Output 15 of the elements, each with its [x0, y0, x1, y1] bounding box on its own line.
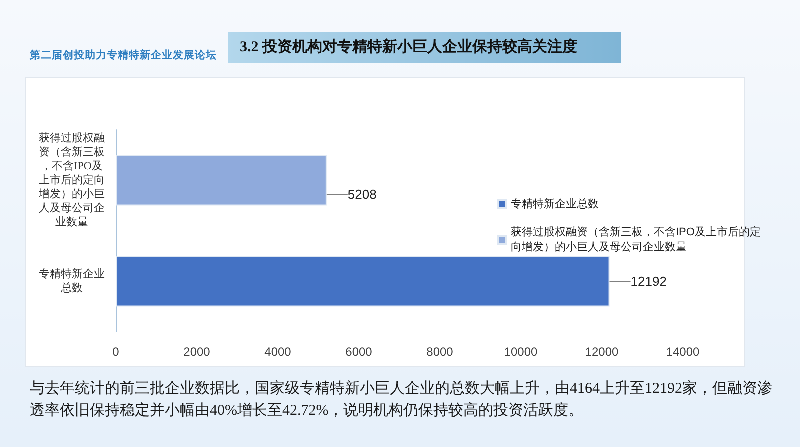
x-tick-label: 2000: [184, 345, 211, 359]
legend-label: 专精特新企业总数: [511, 198, 599, 210]
legend-label: 获得过股权融资（含新三板，不含IPO及上市后的定向增发）的小巨人及母公司企业数量: [511, 226, 761, 254]
x-tick-label: 10000: [504, 345, 538, 359]
x-tick-label: 0: [112, 345, 120, 359]
data-label: 5208: [348, 187, 377, 202]
chart-title: 3.2 投资机构对专精特新小巨人企业保持较高关注度: [240, 38, 578, 56]
x-tick-label: 6000: [346, 345, 373, 359]
x-tick-label: 8000: [426, 345, 454, 359]
x-tick-label: 14000: [666, 345, 700, 359]
x-tick-label: 4000: [264, 345, 292, 359]
text: 第二届创投助力专精特新企业发展论坛: [29, 48, 217, 62]
data-label: 12192: [630, 274, 667, 289]
x-tick-label: 12000: [585, 345, 620, 359]
text: 与去年统计的前三批企业数据比，国家级专精特新小巨人企业的总数大幅上升，由4164上升至12192家，但融资渗透率依旧保持稳定并小幅由40%增长至42.72%，说明机构仍保持较高的投资活跃度。: [30, 380, 772, 419]
